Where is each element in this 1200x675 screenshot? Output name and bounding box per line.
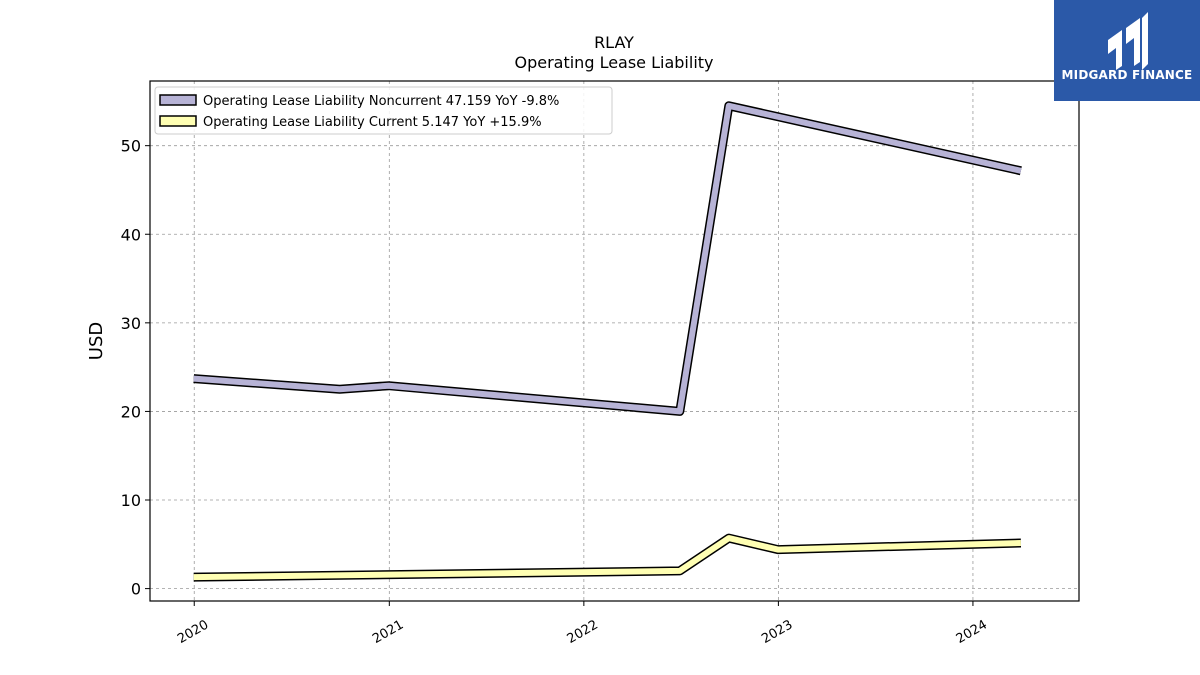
series-line-1 bbox=[193, 535, 1021, 581]
legend-label-1: Operating Lease Liability Current 5.147 … bbox=[203, 115, 542, 130]
brand-name: MIDGARD FINANCE bbox=[1061, 68, 1193, 82]
brand-logo: MIDGARD FINANCE bbox=[1054, 0, 1200, 101]
y-tick-label: 40 bbox=[121, 225, 141, 244]
x-tick-label: 2023 bbox=[759, 617, 795, 647]
x-axis-ticks: 2020 2021 2022 2023 2024 bbox=[175, 601, 990, 647]
legend-box bbox=[154, 86, 613, 135]
chart-title: RLAY bbox=[594, 33, 634, 52]
legend-swatch-0 bbox=[159, 94, 197, 106]
x-tick-label: 2020 bbox=[175, 617, 211, 647]
midgard-logo-icon bbox=[1108, 12, 1148, 70]
series-line-0 bbox=[193, 102, 1022, 415]
y-tick-label: 10 bbox=[121, 491, 141, 510]
x-tick-label: 2022 bbox=[565, 617, 601, 647]
x-tick-label: 2024 bbox=[954, 617, 990, 647]
y-tick-label: 50 bbox=[121, 137, 141, 156]
legend-label-0: Operating Lease Liability Noncurrent 47.… bbox=[203, 94, 559, 109]
series-line-outline-0 bbox=[193, 101, 1022, 416]
y-axis-label: USD bbox=[86, 322, 107, 360]
series-layer bbox=[193, 101, 1022, 582]
chart-subtitle: Operating Lease Liability bbox=[514, 53, 713, 72]
grid bbox=[150, 81, 1079, 601]
x-tick-label: 2021 bbox=[370, 617, 406, 647]
legend: Operating Lease Liability Noncurrent 47.… bbox=[154, 86, 613, 135]
y-tick-label: 0 bbox=[131, 580, 141, 599]
y-tick-label: 20 bbox=[121, 402, 141, 421]
legend-swatch-1 bbox=[159, 115, 197, 127]
y-axis-ticks: 0 10 20 30 40 50 bbox=[121, 137, 150, 599]
plot-frame bbox=[149, 80, 1080, 602]
y-tick-label: 30 bbox=[121, 314, 141, 333]
